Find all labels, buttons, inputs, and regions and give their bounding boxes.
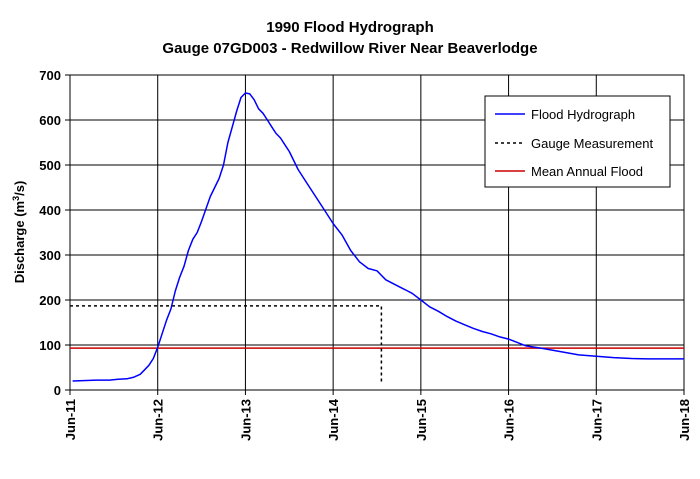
legend: Flood Hydrograph Gauge Measurement Mean … [484,95,671,188]
y-tick-label: 600 [39,113,61,128]
chart-subtitle: Gauge 07GD003 - Redwillow River Near Bea… [162,40,537,57]
y-tick-label: 0 [54,383,61,398]
x-tick-label: Jun-18 [677,399,692,441]
y-tick-label: 200 [39,293,61,308]
x-tick-label: Jun-11 [63,399,78,440]
y-tick-label: 700 [39,68,61,83]
y-tick-label: 300 [39,248,61,263]
legend-box [484,95,671,188]
legend-label-hydrograph: Flood Hydrograph [531,107,635,122]
series-line-flood-hydrograph [72,92,684,382]
x-tick-label: Jun-17 [589,399,604,441]
y-tick-label: 100 [39,338,61,353]
y-tick-label: 400 [39,203,61,218]
axis-ticks: 0 100 200 300 400 500 600 700 Jun-11 Jun-12 Jun-13… [39,68,692,441]
y-axis-label: Discharge (m3/s) [11,181,27,284]
x-tick-label: Jun-15 [414,399,429,441]
x-tick-label: Jun-12 [151,399,166,441]
y-axis-label-superscript: 3 [11,196,21,201]
legend-label-mean: Mean Annual Flood [531,164,643,179]
chart-title: 1990 Flood Hydrograph [266,19,434,36]
x-tick-label: Jun-13 [238,399,253,441]
series-line-gauge-measurement [70,305,383,385]
legend-label-gauge: Gauge Measurement [531,136,654,151]
x-tick-label: Jun-16 [502,399,517,441]
x-tick-label: Jun-14 [326,398,341,441]
y-axis-label-prefix: Discharge (m [12,201,27,283]
series-layer [70,92,684,385]
y-axis-label-suffix: /s) [12,181,27,196]
y-tick-label: 500 [39,158,61,173]
